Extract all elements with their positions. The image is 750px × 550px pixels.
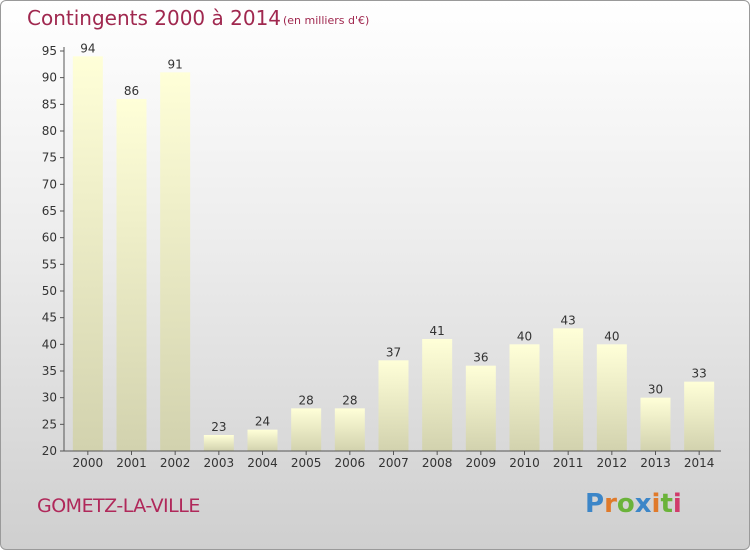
data-label-2010: 40: [517, 329, 532, 343]
bar-2007[interactable]: [378, 360, 409, 451]
x-tick-label-2004: 2004: [247, 456, 278, 470]
x-tick-label-2005: 2005: [291, 456, 322, 470]
x-tick-label-2008: 2008: [422, 456, 453, 470]
x-tick-label-2012: 2012: [597, 456, 628, 470]
y-tick-label: 20: [42, 444, 57, 458]
bar-2013[interactable]: [640, 397, 671, 451]
chart-title: Contingents 2000 à 2014: [27, 6, 282, 30]
y-tick-label: 35: [42, 364, 57, 378]
bar-2009[interactable]: [465, 365, 496, 451]
y-tick-label: 45: [42, 311, 57, 325]
y-tick-label: 80: [42, 124, 57, 138]
data-label-2002: 91: [168, 57, 183, 71]
y-tick-label: 75: [42, 151, 57, 165]
x-tick-label-2010: 2010: [509, 456, 540, 470]
data-label-2006: 28: [342, 393, 357, 407]
data-label-2000: 94: [80, 41, 95, 55]
axis-layer: 20 25 30 35 40 45 50 55 60 65 70 75 80 85 90 95 2000 2001…: [42, 44, 721, 470]
data-label-2009: 36: [473, 351, 488, 365]
bar-2001[interactable]: [116, 99, 147, 451]
bar-2000[interactable]: [72, 56, 103, 451]
y-tick-label: 70: [42, 177, 57, 191]
x-tick-label-2000: 2000: [73, 456, 104, 470]
bar-2002[interactable]: [160, 72, 191, 451]
x-tick-label-2003: 2003: [204, 456, 235, 470]
proxiti-logo[interactable]: Proxiti: [585, 489, 682, 519]
y-tick-label: 25: [42, 417, 57, 431]
data-label-2001: 86: [124, 84, 139, 98]
bars-layer: 94 86 91 23 24 28 28 37 41 36 40 43 40 30 33: [72, 41, 715, 451]
chart-subtitle: (en milliers d'€): [283, 14, 370, 27]
bar-2008[interactable]: [422, 339, 453, 451]
y-tick-label: 55: [42, 257, 57, 271]
y-tick-label: 65: [42, 204, 57, 218]
data-label-2012: 40: [604, 329, 619, 343]
x-tick-label-2006: 2006: [335, 456, 366, 470]
y-tick-label: 95: [42, 44, 57, 58]
y-tick-label: 85: [42, 97, 57, 111]
bar-2003[interactable]: [203, 435, 234, 451]
y-tick-label: 40: [42, 337, 57, 351]
bar-2012[interactable]: [596, 344, 627, 451]
x-tick-label-2009: 2009: [466, 456, 497, 470]
data-label-2007: 37: [386, 345, 401, 359]
y-tick-label: 90: [42, 71, 57, 85]
data-label-2013: 30: [648, 383, 663, 397]
x-tick-label-2011: 2011: [553, 456, 584, 470]
bar-2005[interactable]: [291, 408, 322, 451]
y-tick-label: 50: [42, 284, 57, 298]
bar-2006[interactable]: [334, 408, 365, 451]
data-label-2008: 41: [430, 324, 445, 338]
bar-2014[interactable]: [684, 381, 715, 451]
x-tick-label-2014: 2014: [684, 456, 715, 470]
x-tick-label-2007: 2007: [378, 456, 409, 470]
data-label-2014: 33: [692, 367, 707, 381]
x-tick-label-2001: 2001: [116, 456, 147, 470]
y-tick-label: 30: [42, 391, 57, 405]
y-tick-label: 60: [42, 231, 57, 245]
data-label-2003: 23: [211, 420, 226, 434]
bar-2010[interactable]: [509, 344, 540, 451]
bar-2011[interactable]: [553, 328, 584, 451]
data-label-2005: 28: [299, 393, 314, 407]
x-tick-label-2013: 2013: [640, 456, 671, 470]
bar-2004[interactable]: [247, 429, 278, 451]
data-label-2011: 43: [561, 313, 576, 327]
data-label-2004: 24: [255, 415, 270, 429]
x-tick-label-2002: 2002: [160, 456, 191, 470]
place-name: GOMETZ-LA-VILLE: [37, 495, 200, 517]
